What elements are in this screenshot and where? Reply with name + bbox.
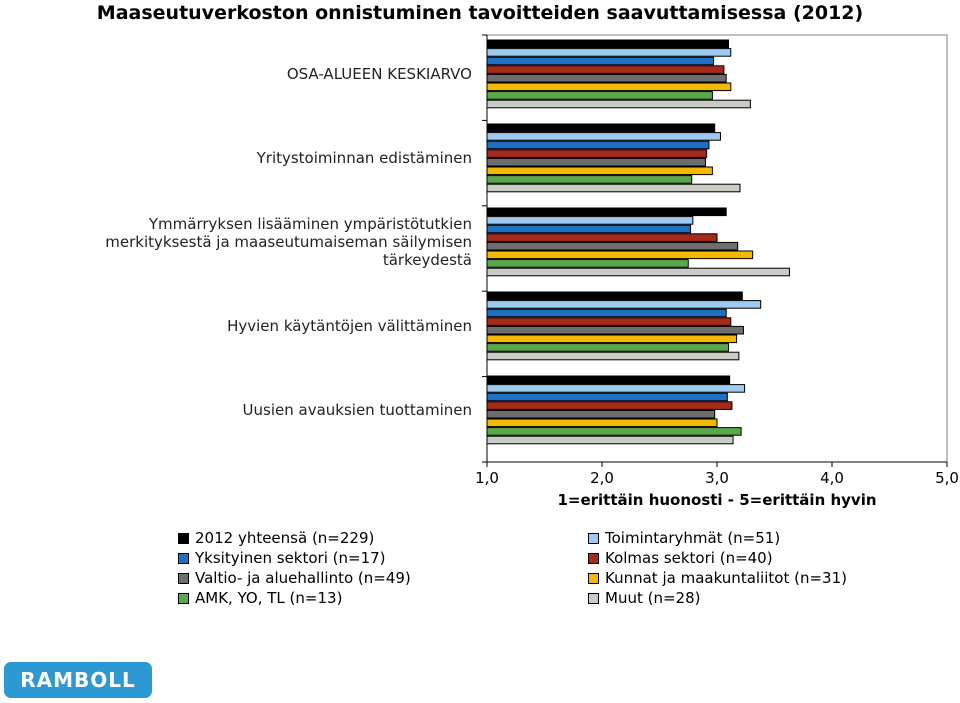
bar [486, 82, 732, 92]
legend-item: Kunnat ja maakuntaliitot (n=31) [588, 568, 847, 588]
legend-right-column: Toimintaryhmät (n=51) Kolmas sektori (n=4… [588, 528, 847, 608]
bar [486, 241, 739, 251]
bar [486, 140, 710, 150]
bar [486, 99, 751, 109]
bar [486, 317, 732, 326]
bar [486, 300, 762, 309]
legend-swatch [588, 572, 599, 584]
category-label: OSA-ALUEEN KESKIARVO [60, 65, 472, 83]
x-tick-label: 1,0 [475, 469, 499, 487]
x-tick-label: 4,0 [820, 469, 844, 487]
legend-item: Toimintaryhmät (n=51) [588, 528, 847, 548]
category-label-line: Ymmärryksen lisääminen ympäristötutkien [148, 215, 472, 234]
legend-label: Muut (n=28) [605, 589, 701, 607]
bar [486, 334, 738, 344]
bar [486, 216, 694, 225]
legend-swatch [588, 552, 599, 564]
bar [486, 375, 731, 385]
legend-label: Kolmas sektori (n=40) [605, 549, 773, 567]
bar [486, 384, 746, 393]
legend-item: Kolmas sektori (n=40) [588, 548, 847, 568]
legend-item: AMK, YO, TL (n=13) [178, 588, 411, 608]
bar [486, 291, 743, 301]
category-label-line: Yritystoiminnan edistäminen [256, 149, 472, 168]
bar [486, 183, 741, 193]
legend-swatch [178, 572, 189, 584]
x-axis-label: 1=erittäin huonosti - 5=erittäin hyvin [557, 491, 877, 509]
bar [486, 308, 727, 318]
bar [486, 149, 708, 158]
bar [486, 435, 734, 445]
category-label: Hyvien käytäntöjen välittäminen [60, 317, 472, 335]
category-label: Yritystoiminnan edistäminen [60, 149, 472, 167]
logo-text: RAMBOLL [20, 668, 136, 692]
legend-label: Toimintaryhmät (n=51) [605, 529, 781, 547]
x-tick-label: 2,0 [590, 469, 614, 487]
legend-swatch [178, 532, 189, 544]
x-tick-label: 3,0 [705, 469, 729, 487]
legend-label: Valtio- ja aluehallinto (n=49) [195, 569, 411, 587]
bar [486, 73, 727, 83]
bar [486, 166, 713, 176]
bar [486, 123, 716, 133]
legend-item: Valtio- ja aluehallinto (n=49) [178, 568, 411, 588]
bar [486, 91, 713, 100]
bar [486, 48, 732, 57]
category-label-line: OSA-ALUEEN KESKIARVO [286, 65, 472, 84]
x-tick-label: 5,0 [935, 469, 959, 487]
bar [486, 392, 728, 402]
bar [486, 157, 706, 167]
bar [486, 343, 729, 352]
bar [486, 325, 744, 335]
legend-label: 2012 yhteensä (n=229) [195, 529, 375, 547]
category-label: Ymmärryksen lisääminen ympäristötutkien m… [60, 215, 472, 269]
legend-label: Kunnat ja maakuntaliitot (n=31) [605, 569, 847, 587]
category-label: Uusien avauksien tuottaminen [60, 401, 472, 419]
legend-label: Yksityinen sektori (n=17) [195, 549, 386, 567]
bar [486, 56, 715, 66]
bar [486, 39, 729, 49]
category-label-line: merkityksestä ja maaseutumaiseman säilym… [105, 233, 472, 252]
chart-title: Maaseutuverkoston onnistuminen tavoittei… [96, 2, 864, 24]
bar [486, 409, 716, 419]
bar [486, 250, 754, 260]
bar [486, 259, 689, 268]
ramboll-logo: RAMBOLL [4, 662, 152, 698]
bar [486, 351, 740, 361]
bar [486, 207, 727, 217]
bar [486, 418, 718, 428]
bar [486, 427, 742, 436]
category-label-line: Uusien avauksien tuottaminen [242, 401, 472, 420]
category-label-line: Hyvien käytäntöjen välittäminen [227, 317, 472, 336]
legend-item: 2012 yhteensä (n=229) [178, 528, 411, 548]
bar [486, 233, 718, 242]
legend-swatch [178, 592, 189, 604]
bar [486, 267, 790, 277]
bar [486, 401, 733, 410]
category-label-line: tärkeydestä [382, 251, 472, 270]
legend-swatch [178, 552, 189, 564]
legend-item: Yksityinen sektori (n=17) [178, 548, 411, 568]
legend-label: AMK, YO, TL (n=13) [195, 589, 343, 607]
bar [486, 132, 721, 141]
bar [486, 224, 692, 234]
legend-item: Muut (n=28) [588, 588, 847, 608]
legend-swatch [588, 532, 599, 544]
bar [486, 175, 693, 184]
bar [486, 65, 725, 74]
legend-swatch [588, 592, 599, 604]
legend-left-column: 2012 yhteensä (n=229) Yksityinen sektori … [178, 528, 411, 608]
